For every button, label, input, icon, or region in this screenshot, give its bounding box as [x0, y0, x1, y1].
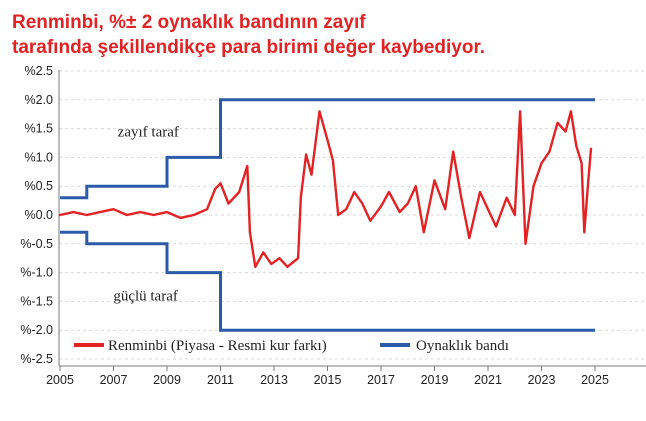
- x-tick-label-5: 2015: [314, 373, 342, 387]
- x-tick-label-7: 2019: [421, 373, 449, 387]
- band-upper-line: [60, 98, 595, 200]
- x-tick-label-10: 2025: [581, 373, 609, 387]
- y-axis-ticks: %2.5 %2.0 %1.5 %1.0 %0.5 %0.0 %-0.5 %-1.0 %-1.5%…: [20, 64, 53, 366]
- band-series: [60, 98, 595, 332]
- chart-title-line-2: tarafında şekillendikçe para birimi değe…: [12, 37, 485, 58]
- x-tick-label-2: 2009: [153, 373, 181, 387]
- y-tick-label-2: %1.5: [25, 122, 54, 136]
- x-axis-ticks: 2005 2007 2009 2011 2013 2015 2017 2019 2021 2023…: [46, 366, 609, 387]
- renminbi-series: [58, 110, 593, 268]
- plot-area: [59, 70, 646, 366]
- legend-background: [70, 333, 580, 357]
- y-tick-label-4: %0.5: [25, 179, 54, 193]
- x-tick-label-3: 2011: [207, 373, 234, 387]
- y-tick-label-5: %0.0: [25, 208, 54, 222]
- annotations: zayıf taraf güçlü taraf: [113, 124, 179, 304]
- x-tick-label-9: 2023: [528, 373, 556, 387]
- legend-label-band: Oynaklık bandı: [416, 338, 509, 354]
- y-tick-label-0: %2.5: [25, 64, 54, 78]
- y-tick-label-10: %-2.5: [20, 352, 53, 366]
- annotation-0: zayıf taraf: [118, 124, 179, 140]
- x-tick-label-1: 2007: [100, 373, 128, 387]
- y-tick-label-6: %-0.5: [20, 237, 53, 251]
- legend: Renminbi (Piyasa - Resmi kur farkı) Oyna…: [70, 333, 580, 357]
- y-tick-label-3: %1.0: [25, 150, 54, 164]
- x-tick-label-8: 2021: [474, 373, 502, 387]
- y-tick-label-1: %2.0: [25, 93, 54, 107]
- y-tick-label-9: %-2.0: [20, 323, 53, 337]
- renminbi-line: [58, 110, 593, 268]
- annotation-1: güçlü taraf: [113, 289, 178, 305]
- chart-title-line-1: Renminbi, %± 2 oynaklık bandının zayıf: [12, 12, 366, 33]
- x-tick-label-4: 2013: [260, 373, 288, 387]
- x-tick-label-0: 2005: [46, 373, 74, 387]
- x-tick-label-6: 2017: [367, 373, 395, 387]
- legend-label-renminbi: Renminbi (Piyasa - Resmi kur farkı): [108, 338, 327, 354]
- y-tick-label-8: %-1.5: [20, 294, 53, 308]
- band-lower-line: [60, 230, 595, 332]
- y-tick-label-7: %-1.0: [20, 266, 53, 280]
